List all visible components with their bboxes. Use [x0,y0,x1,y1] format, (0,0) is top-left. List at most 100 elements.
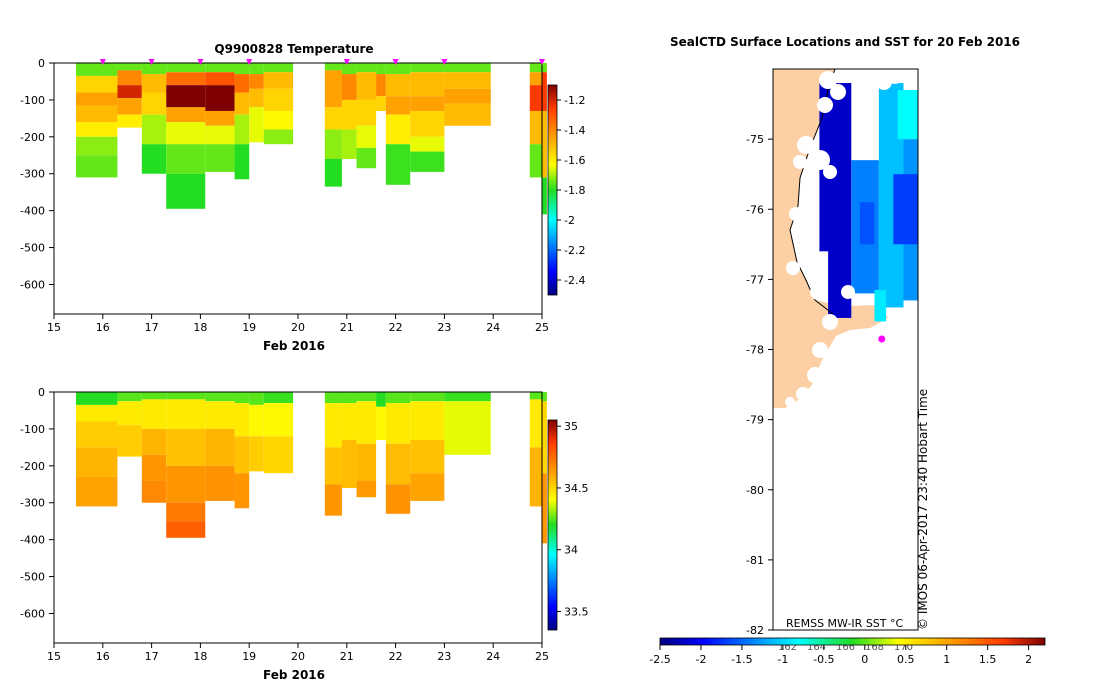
profile-marker [246,59,253,65]
profile-cell [444,392,491,402]
x-tick-label: 24 [486,650,500,663]
profile-cell [141,454,167,481]
sst-colorbar-tick-label: -1.5 [731,653,752,666]
profile-cell [410,473,445,501]
profile-cell [141,63,167,75]
profile-cell [410,151,445,172]
profile-cell [385,392,411,404]
profile-cell [385,403,411,444]
x-tick-label: 15 [47,650,61,663]
profile-cell [356,147,377,169]
x-tick-label: 16 [96,650,110,663]
profile-cell [249,63,264,75]
profile-cell [324,63,342,71]
profile-cell [324,392,342,404]
profile-cell [205,465,235,501]
profile-cell [166,144,206,174]
y-tick-label: -300 [20,168,45,181]
profile-cell [341,63,357,75]
temperature-x-axis: 15 16 17 18 19 20 21 22 23 24 25 [47,314,549,334]
profile-cell [141,114,167,145]
profile-cell [385,144,411,185]
profile-cell [234,436,250,474]
lat-tick-label: -76 [746,203,764,216]
lon-tick-label: 168 [865,642,884,653]
sst-colorbar-tick-label: -2 [695,653,706,666]
profile-cell [529,399,542,448]
y-tick-label: -400 [20,534,45,547]
profile-cell [263,436,294,474]
profile-cell [529,447,542,507]
profile-cell [410,110,445,137]
profile-cell [263,110,294,130]
profile-cell [205,85,235,111]
profile-cell [385,443,411,485]
profile-cell [410,401,445,440]
profile-cell [356,63,377,73]
profile-marker [99,59,106,65]
profile-cell [324,107,342,130]
profile-cell [410,136,445,152]
map-title: SealCTD Surface Locations and SST for 20… [670,35,1020,49]
temperature-title: Q9900828 Temperature [214,42,373,56]
profile-cell [117,401,142,426]
y-tick-label: -500 [20,242,45,255]
sst-cell [897,90,918,140]
profile-cell [444,103,491,126]
profile-cell [249,436,264,472]
profile-cell [205,125,235,145]
x-tick-label: 17 [145,321,159,334]
profile-cell [117,425,142,457]
profile-cell [529,110,542,145]
profile-cell [376,63,386,75]
profile-cell [141,428,167,455]
lat-tick-label: -82 [746,624,764,637]
profile-cell [205,110,235,126]
profile-cell [75,447,118,477]
x-tick-label: 19 [242,321,256,334]
profile-cell [234,392,250,404]
profile-cell [341,403,357,440]
profile-cell [542,177,547,215]
profile-cell [529,63,542,73]
profile-cell [385,484,411,514]
profile-marker [148,59,155,65]
y-tick-label: -600 [20,278,45,291]
x-tick-label: 24 [486,321,500,334]
profile-marker [441,59,448,65]
profile-cell [385,63,411,75]
profile-cell [410,392,445,402]
colorbar-tick-label: -1.2 [564,94,585,107]
profile-cell [75,92,118,106]
profile-cell [166,521,206,538]
profile-cell [249,74,264,89]
profile-cell [341,392,357,404]
lon-tick-label: 162 [778,642,797,653]
profile-cell [249,88,264,108]
sst-colorbar-tick-label: -2.5 [649,653,670,666]
profile-cell [324,129,342,159]
profile-cell [356,72,377,100]
profile-marker [392,59,399,65]
profile-cell [141,392,167,400]
profile-cell [166,392,206,400]
profile-cell [376,406,386,440]
x-tick-label: 22 [389,650,403,663]
profile-cell [341,439,357,488]
profile-cell [529,85,542,111]
x-tick-label: 21 [340,650,354,663]
profile-cell [117,85,142,99]
profile-cell [234,63,250,75]
temperature-panel: Q9900828 Temperature 0 -100 -200 -300 -400 -5… [20,42,585,353]
profile-cell [324,70,342,108]
sst-colorbar-tick-label: -1 [777,653,788,666]
profile-cell [75,392,118,405]
profile-cell [117,98,142,115]
lat-tick-label: -78 [746,344,764,357]
lon-tick-label: 166 [836,642,855,653]
profile-cell [75,476,118,507]
profile-cell [542,72,547,111]
profile-cell [117,70,142,86]
map-longitude-labels: 162 164 166 168 170 [778,642,913,653]
profile-cell [341,99,357,130]
